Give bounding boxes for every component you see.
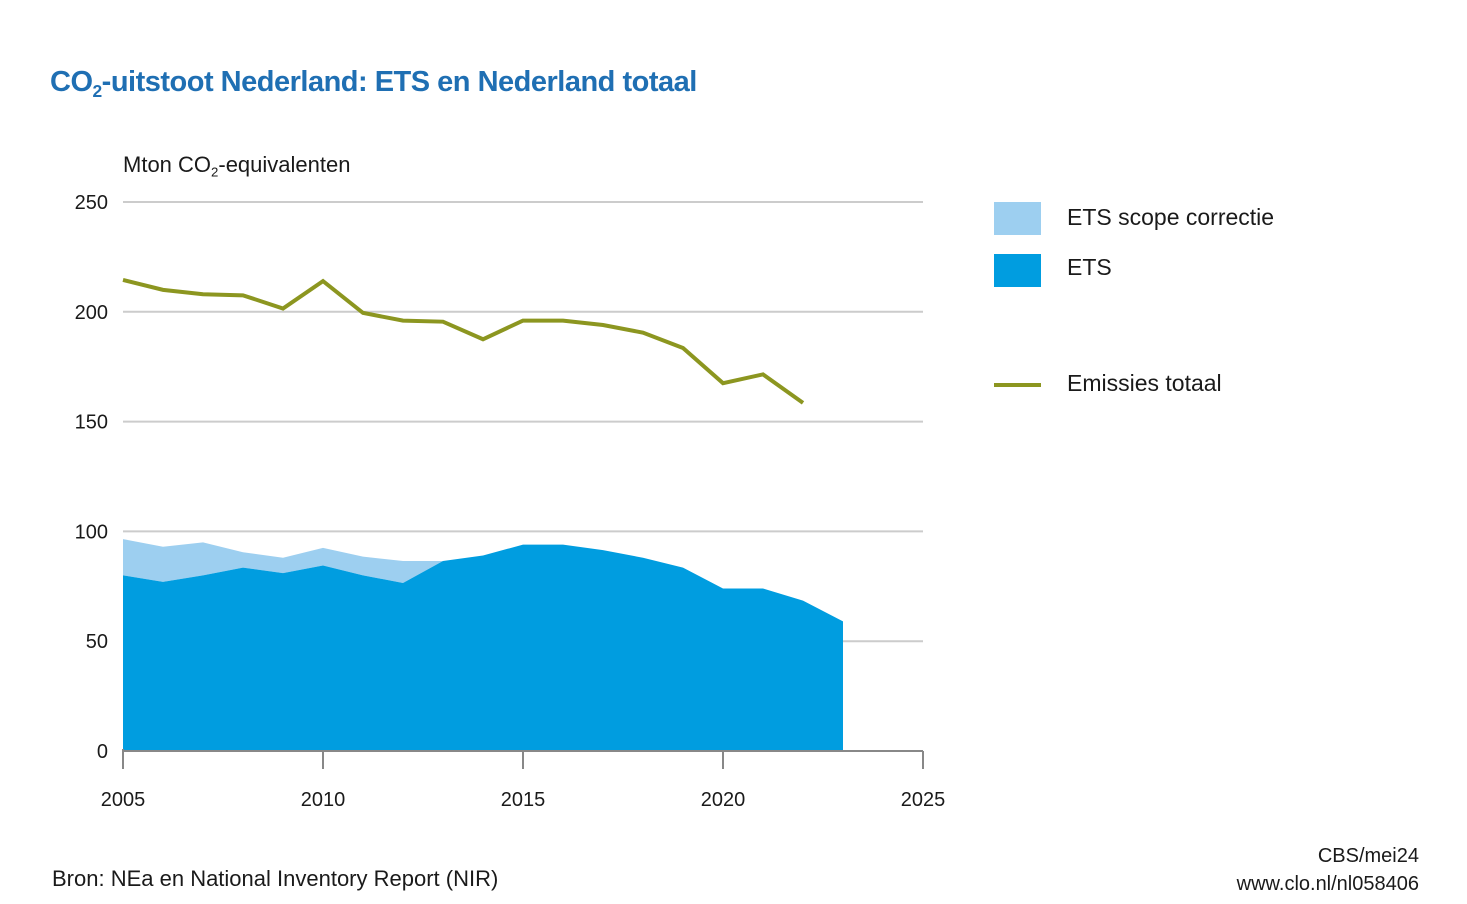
y-axis-label: Mton CO2-equivalenten bbox=[123, 152, 351, 180]
legend-label: ETS bbox=[1067, 254, 1112, 280]
legend-swatch-ets bbox=[994, 254, 1041, 287]
legend-swatch-emissies-totaal bbox=[994, 383, 1041, 387]
areas bbox=[123, 539, 843, 751]
y-tick-label-200: 200 bbox=[75, 302, 108, 324]
y-tick-label-150: 150 bbox=[75, 412, 108, 434]
y-tick-label-250: 250 bbox=[75, 192, 108, 214]
x-tick-label-2025: 2025 bbox=[901, 789, 946, 811]
axes: 0 50 100 150 200 250 2005 2010 2015 2020 2025 bbox=[75, 192, 946, 811]
chart-title: CO2-uitstoot Nederland: ETS en Nederland… bbox=[50, 66, 697, 102]
x-tick-label-2020: 2020 bbox=[701, 789, 746, 811]
credit-block: CBS/mei24 www.clo.nl/nl058406 bbox=[1237, 842, 1419, 898]
legend-label: ETS scope correctie bbox=[1067, 204, 1275, 230]
x-tick-label-2015: 2015 bbox=[501, 789, 546, 811]
line-emissies-totaal bbox=[122, 278, 805, 405]
source-url: www.clo.nl/nl058406 bbox=[1236, 873, 1419, 895]
legend-swatch-ets-scope-correctie bbox=[994, 202, 1041, 235]
y-tick-label-0: 0 bbox=[97, 741, 108, 763]
area-ets-scope-correctie bbox=[123, 539, 443, 584]
area-ets bbox=[123, 544, 843, 751]
legend-label: Emissies totaal bbox=[1067, 370, 1222, 396]
y-tick-label-50: 50 bbox=[86, 631, 108, 653]
y-tick-label-100: 100 bbox=[75, 521, 108, 543]
x-tick-label-2010: 2010 bbox=[301, 789, 346, 811]
credit: CBS/mei24 bbox=[1317, 845, 1419, 867]
x-tick-label-2005: 2005 bbox=[101, 789, 146, 811]
source-note: Bron: NEa en National Inventory Report (… bbox=[52, 866, 499, 891]
lines bbox=[122, 278, 805, 405]
